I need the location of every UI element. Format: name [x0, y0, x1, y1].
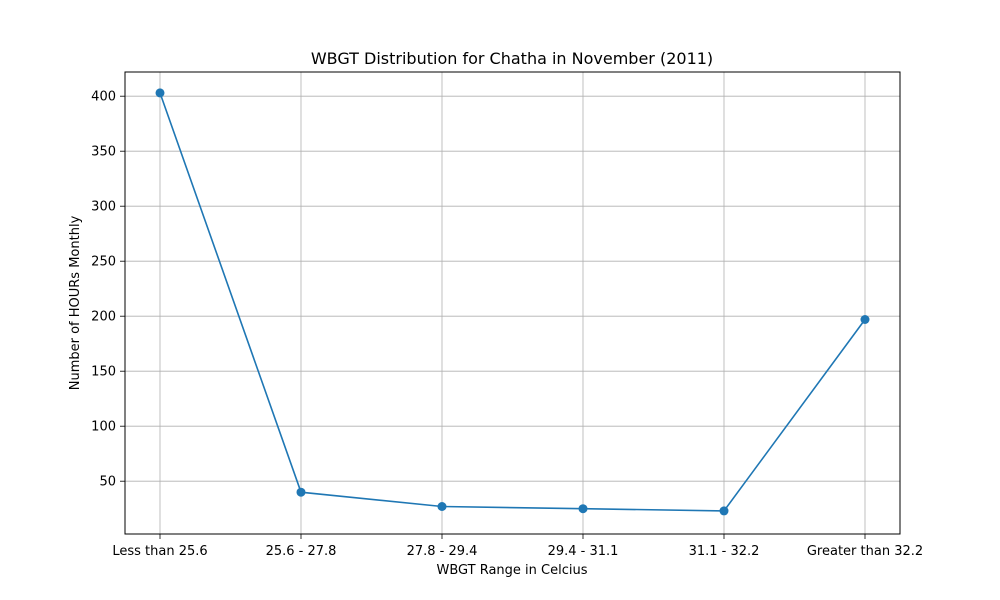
- x-axis: Less than 25.6 25.6 - 27.8 27.8 - 29.4 29.4…: [112, 534, 923, 559]
- y-axis-title: Number of HOURs Monthly: [68, 215, 83, 390]
- x-tick-label: 25.6 - 27.8: [266, 544, 337, 559]
- data-point: [578, 504, 588, 514]
- data-point: [437, 502, 447, 511]
- x-tick-label: Less than 25.6: [112, 544, 207, 559]
- grid: [125, 72, 900, 534]
- x-tick-label: 31.1 - 32.2: [689, 544, 760, 559]
- y-tick-label: 250: [91, 255, 116, 270]
- y-tick-label: 300: [91, 200, 116, 215]
- plot-frame: [124, 71, 901, 535]
- data-point: [296, 487, 306, 497]
- y-tick-label: 200: [91, 310, 116, 325]
- series: [155, 88, 870, 516]
- y-tick-label: 100: [91, 420, 116, 435]
- series-line: [159, 92, 866, 512]
- y-tick-label: 350: [91, 145, 116, 160]
- data-point: [719, 506, 729, 516]
- x-tick-label: 27.8 - 29.4: [407, 544, 478, 559]
- x-tick-label: 29.4 - 31.1: [548, 544, 619, 559]
- y-axis: 50 100 150 200 250 300 350 400: [91, 90, 125, 490]
- y-tick-label: 50: [99, 475, 116, 490]
- data-point: [155, 88, 165, 98]
- data-point: [860, 315, 870, 324]
- x-tick-label: Greater than 32.2: [807, 544, 923, 559]
- y-tick-label: 400: [91, 90, 116, 105]
- chart-title: WBGT Distribution for Chatha in November…: [311, 49, 713, 68]
- y-tick-label: 150: [91, 365, 116, 380]
- x-axis-title: WBGT Range in Celcius: [436, 563, 587, 578]
